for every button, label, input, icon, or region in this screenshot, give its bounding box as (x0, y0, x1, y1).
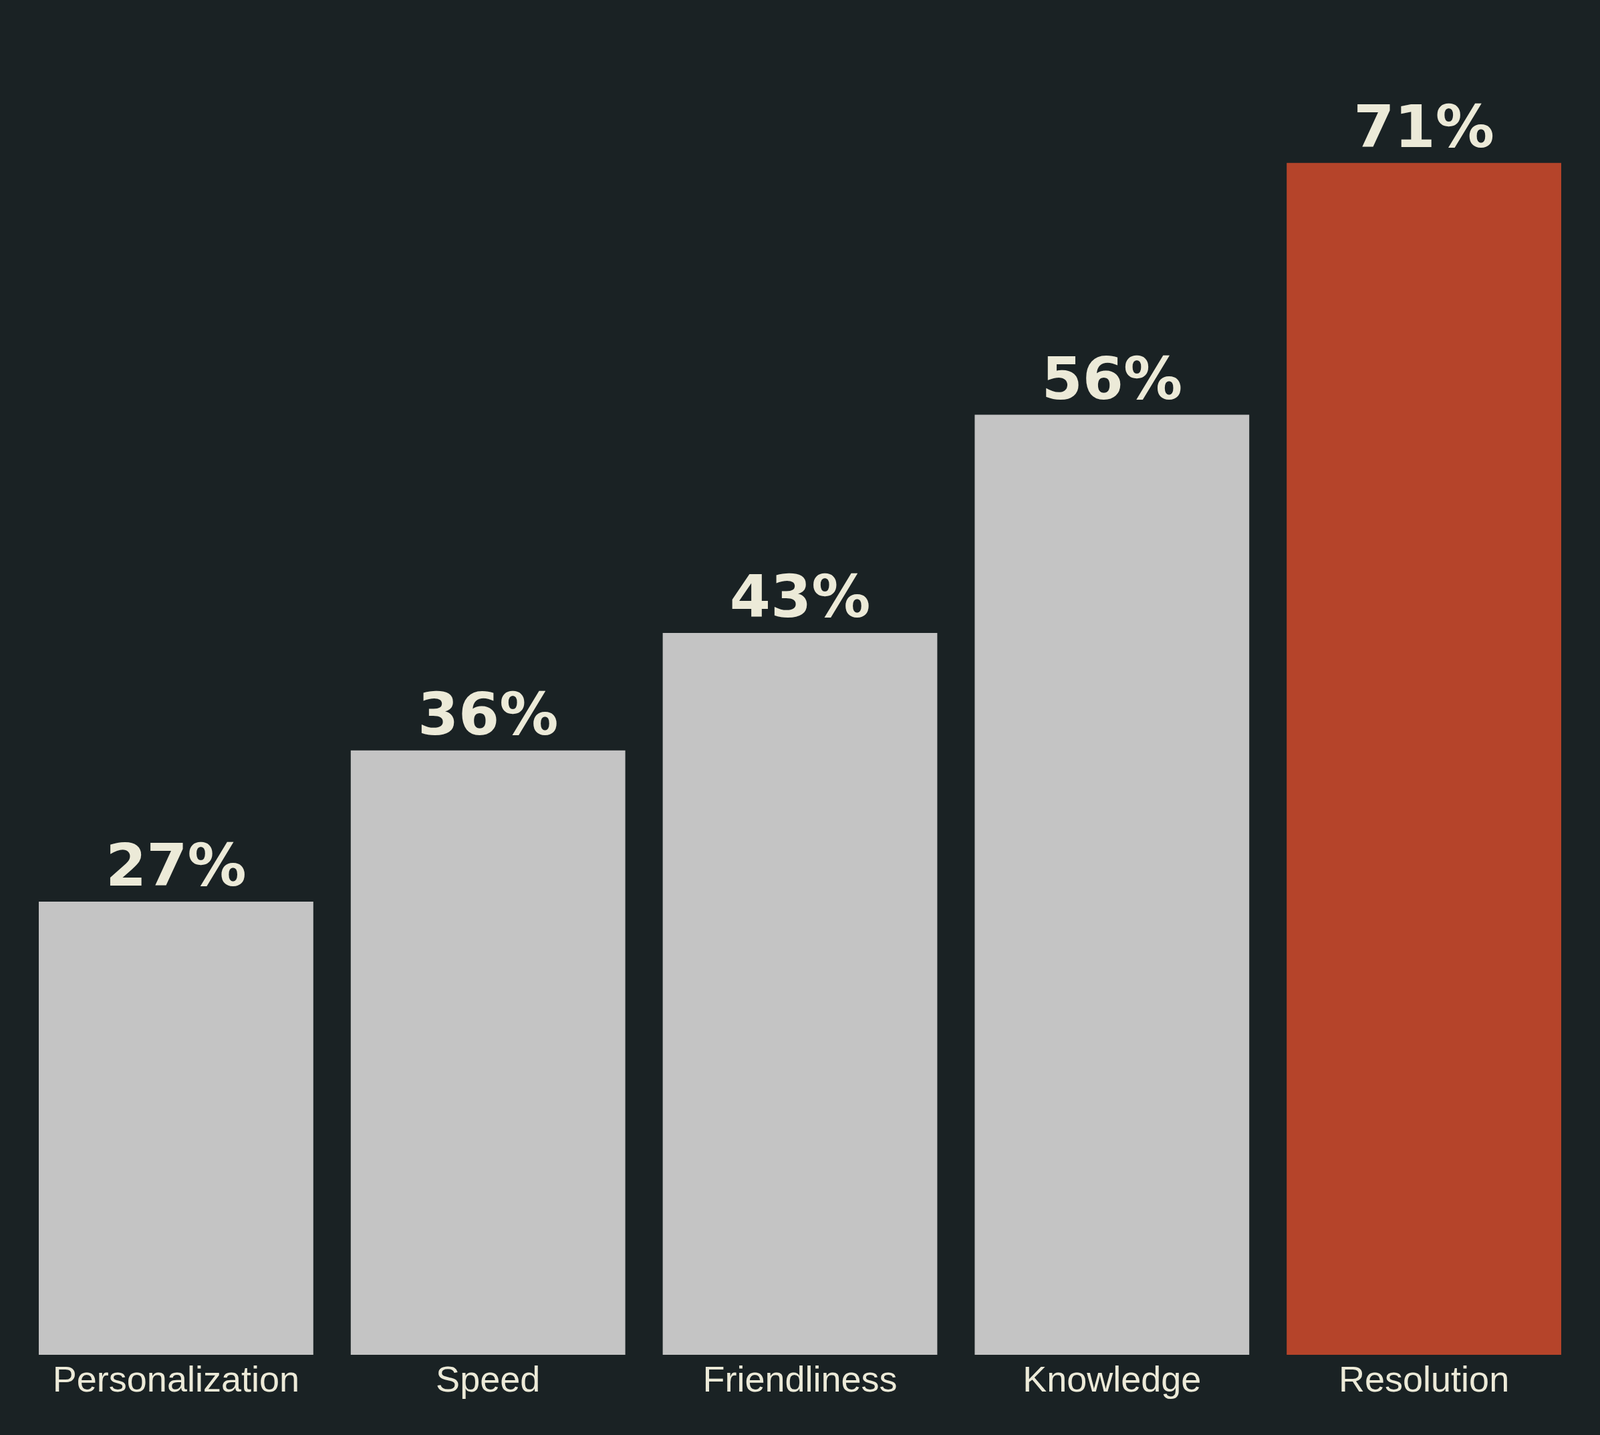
svg-text:Personalization: Personalization (52, 1358, 300, 1399)
svg-text:Speed: Speed (435, 1358, 541, 1399)
svg-text:27%: 27% (105, 830, 247, 900)
svg-text:Resolution: Resolution (1338, 1358, 1510, 1399)
svg-text:Knowledge: Knowledge (1022, 1358, 1202, 1399)
svg-text:71%: 71% (1353, 92, 1495, 162)
svg-text:36%: 36% (417, 679, 559, 749)
svg-text:56%: 56% (1041, 344, 1183, 414)
svg-text:Friendliness: Friendliness (702, 1358, 897, 1399)
svg-text:43%: 43% (729, 562, 871, 631)
